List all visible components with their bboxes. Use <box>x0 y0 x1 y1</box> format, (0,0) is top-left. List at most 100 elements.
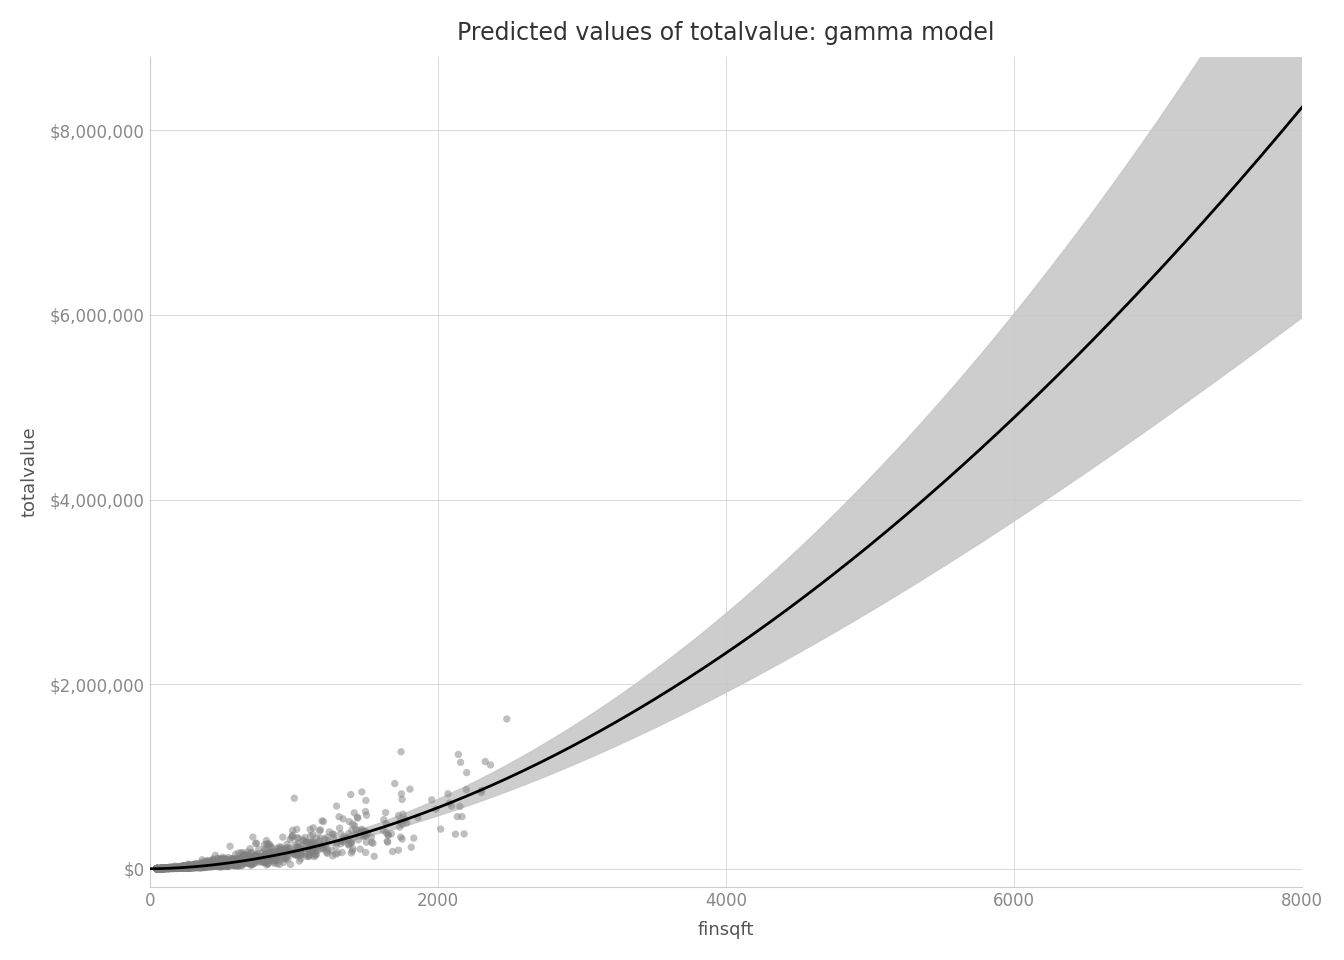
Point <box>149 861 171 876</box>
Point <box>164 861 185 876</box>
Point <box>160 861 181 876</box>
Point <box>179 859 200 875</box>
Point <box>210 857 231 873</box>
Point <box>298 849 320 864</box>
Point <box>146 861 168 876</box>
Point <box>453 827 474 842</box>
Point <box>211 859 233 875</box>
Point <box>351 823 372 838</box>
Point <box>192 860 214 876</box>
Point <box>152 860 173 876</box>
Point <box>146 861 168 876</box>
Point <box>206 858 227 874</box>
Point <box>146 861 168 876</box>
Point <box>246 849 267 864</box>
Point <box>152 861 173 876</box>
Point <box>152 861 173 876</box>
Point <box>148 861 169 876</box>
Point <box>226 856 247 872</box>
Point <box>262 844 284 859</box>
Point <box>237 853 258 869</box>
Point <box>245 848 266 863</box>
Point <box>161 860 183 876</box>
Point <box>214 857 235 873</box>
Point <box>146 861 168 876</box>
Point <box>266 841 288 856</box>
Point <box>316 829 337 845</box>
Point <box>146 861 168 876</box>
Point <box>261 840 282 855</box>
Point <box>257 836 278 852</box>
Point <box>188 859 210 875</box>
Point <box>164 860 185 876</box>
Point <box>165 861 187 876</box>
Point <box>206 857 227 873</box>
Point <box>302 834 324 850</box>
Point <box>146 861 168 876</box>
Point <box>163 860 184 876</box>
Point <box>203 858 224 874</box>
Point <box>356 807 378 823</box>
Point <box>153 861 175 876</box>
Point <box>157 861 179 876</box>
Point <box>161 860 183 876</box>
Point <box>156 861 177 876</box>
Point <box>146 861 168 876</box>
Point <box>269 839 290 854</box>
Point <box>157 860 179 876</box>
Point <box>243 852 265 868</box>
Point <box>146 861 168 876</box>
Point <box>167 860 188 876</box>
Point <box>146 861 168 876</box>
Point <box>146 861 168 876</box>
Point <box>239 852 261 868</box>
Point <box>151 861 172 876</box>
Point <box>362 834 383 850</box>
Point <box>202 854 223 870</box>
Point <box>146 861 168 876</box>
Point <box>301 845 323 860</box>
Point <box>218 859 239 875</box>
Point <box>169 859 191 875</box>
Point <box>196 855 218 871</box>
Point <box>316 832 337 848</box>
Point <box>249 851 270 866</box>
Point <box>153 861 175 876</box>
Point <box>176 860 198 876</box>
Point <box>227 858 249 874</box>
Point <box>231 852 253 868</box>
Point <box>157 861 179 876</box>
Point <box>355 845 376 860</box>
Point <box>190 859 211 875</box>
Point <box>153 861 175 876</box>
Point <box>176 859 198 875</box>
Point <box>208 854 230 870</box>
Point <box>173 860 195 876</box>
Point <box>187 860 208 876</box>
Point <box>277 836 298 852</box>
Point <box>215 857 237 873</box>
Point <box>183 858 204 874</box>
Point <box>233 846 254 861</box>
Point <box>157 860 179 876</box>
Point <box>179 859 200 875</box>
Point <box>159 860 180 876</box>
Point <box>180 859 202 875</box>
Point <box>255 853 277 869</box>
Point <box>146 861 168 876</box>
Point <box>146 861 168 876</box>
Point <box>212 854 234 870</box>
Point <box>173 858 195 874</box>
Point <box>239 848 261 863</box>
Point <box>280 831 301 847</box>
Point <box>146 861 168 876</box>
Point <box>168 860 190 876</box>
Point <box>288 842 309 857</box>
Point <box>184 858 206 874</box>
Point <box>210 852 231 868</box>
Point <box>380 826 402 841</box>
Point <box>233 849 254 864</box>
Point <box>146 861 168 876</box>
Point <box>146 861 168 876</box>
Point <box>219 855 241 871</box>
